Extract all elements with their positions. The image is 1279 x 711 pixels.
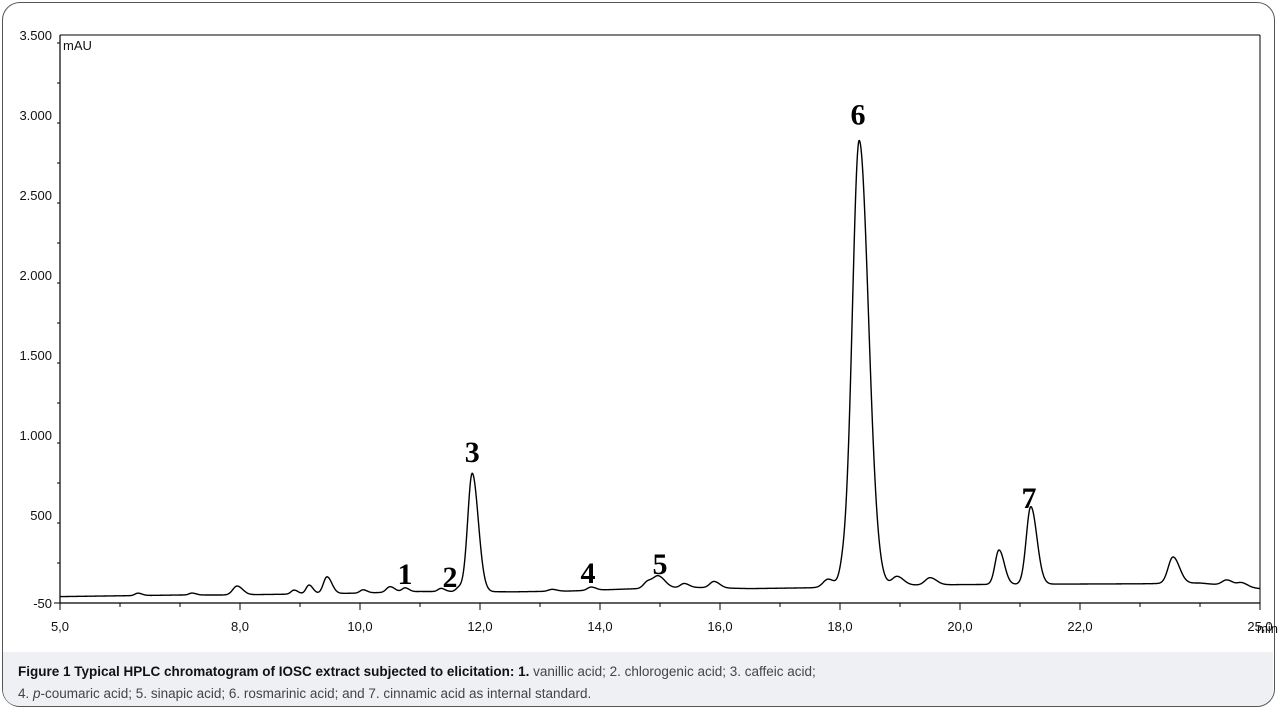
- y-tick-label: -50: [33, 596, 52, 611]
- tick-marks: [54, 42, 1261, 610]
- x-tick-label: 22,0: [1067, 619, 1092, 634]
- chromatogram-trace: [59, 139, 1261, 598]
- y-tick-label: 1.000: [19, 428, 52, 443]
- peak-labels: 1 2 3 4 5 6 7: [398, 99, 1037, 594]
- x-tick-label: 12,0: [467, 619, 492, 634]
- x-tick-label: 8,0: [231, 619, 249, 634]
- caption-band: [3, 652, 1273, 706]
- chromatogram-chart: -50 500 1.000 1.500 2.000 2.500 3.000 3.500 5,0 8…: [19, 28, 1278, 636]
- caption-text-b-prefix: 4.: [18, 686, 34, 701]
- caption-text-b-rest: -coumaric acid; 5. sinapic acid; 6. rosm…: [40, 686, 592, 701]
- x-tick-label: 10,0: [347, 619, 372, 634]
- y-tick-label: 2.500: [19, 188, 52, 203]
- x-tick-label: 5,0: [51, 619, 69, 634]
- figure-caption: Figure 1 Typical HPLC chromatogram of IO…: [18, 661, 1263, 705]
- peak-label-4: 4: [581, 557, 596, 590]
- peak-label-3: 3: [465, 436, 480, 469]
- chromatogram-line: [59, 139, 1261, 598]
- x-axis-unit-label: min: [1257, 621, 1278, 636]
- tick-labels: -50 500 1.000 1.500 2.000 2.500 3.000 3.500 5,0 8…: [19, 28, 1272, 634]
- peak-label-6: 6: [851, 99, 866, 132]
- caption-text-b-italic: p: [33, 686, 41, 701]
- x-tick-label: 25,0: [1247, 619, 1272, 634]
- y-tick-label: 2.000: [19, 268, 52, 283]
- peak-label-5: 5: [653, 548, 668, 581]
- y-tick-label: 500: [30, 508, 52, 523]
- peak-label-2: 2: [443, 561, 458, 594]
- x-tick-label: 14,0: [587, 619, 612, 634]
- peak-label-1: 1: [398, 558, 413, 591]
- y-axis-unit-label: mAU: [63, 38, 92, 53]
- x-tick-label: 18,0: [827, 619, 852, 634]
- y-tick-label: 3.000: [19, 108, 52, 123]
- x-tick-label: 16,0: [707, 619, 732, 634]
- caption-title: Figure 1 Typical HPLC chromatogram of IO…: [18, 664, 530, 679]
- y-tick-label: 3.500: [19, 28, 52, 43]
- y-tick-label: 1.500: [19, 348, 52, 363]
- peak-label-7: 7: [1022, 482, 1037, 515]
- caption-text-a: vanillic acid; 2. chlorogenic acid; 3. c…: [529, 664, 816, 679]
- x-tick-label: 20,0: [947, 619, 972, 634]
- axes: [59, 34, 1261, 604]
